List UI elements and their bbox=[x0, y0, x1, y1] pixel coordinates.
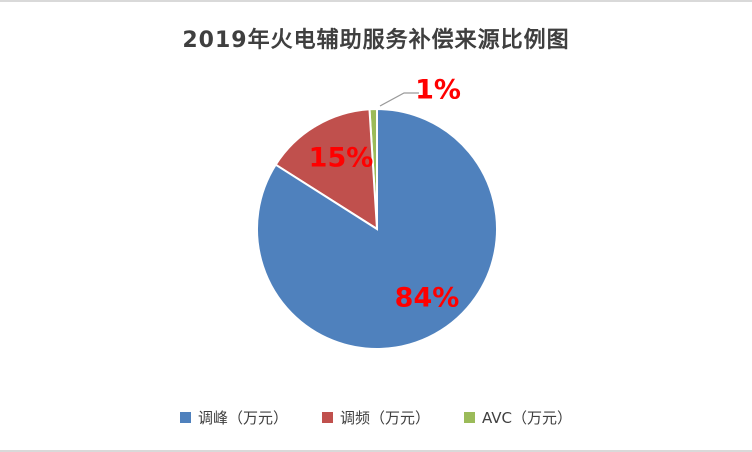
legend-item-tiaopin: 调频（万元） bbox=[321, 407, 430, 428]
legend-label: 调峰（万元） bbox=[197, 409, 288, 427]
pie-slice-0 bbox=[256, 107, 498, 350]
pie-label-15pct: 15% bbox=[308, 142, 374, 174]
chart-title: 2019年火电辅助服务补偿来源比例图 bbox=[182, 28, 570, 53]
legend-item-avc: AVC（万元） bbox=[463, 407, 573, 428]
legend-item-tiaofeng: 调峰（万元） bbox=[179, 407, 288, 428]
chart-legend: 调峰（万元） 调频（万元） AVC（万元） bbox=[0, 407, 752, 428]
pie-label-1pct: 1% bbox=[415, 74, 461, 106]
legend-swatch-blue bbox=[179, 412, 191, 423]
legend-label: AVC（万元） bbox=[481, 409, 573, 427]
one-percent-leader-line bbox=[379, 92, 419, 107]
pie-label-84pct: 84% bbox=[394, 282, 460, 314]
legend-swatch-red bbox=[321, 412, 333, 423]
legend-label: 调频（万元） bbox=[339, 409, 430, 427]
pie-slice-1 bbox=[274, 108, 379, 231]
legend-swatch-green bbox=[463, 412, 475, 423]
